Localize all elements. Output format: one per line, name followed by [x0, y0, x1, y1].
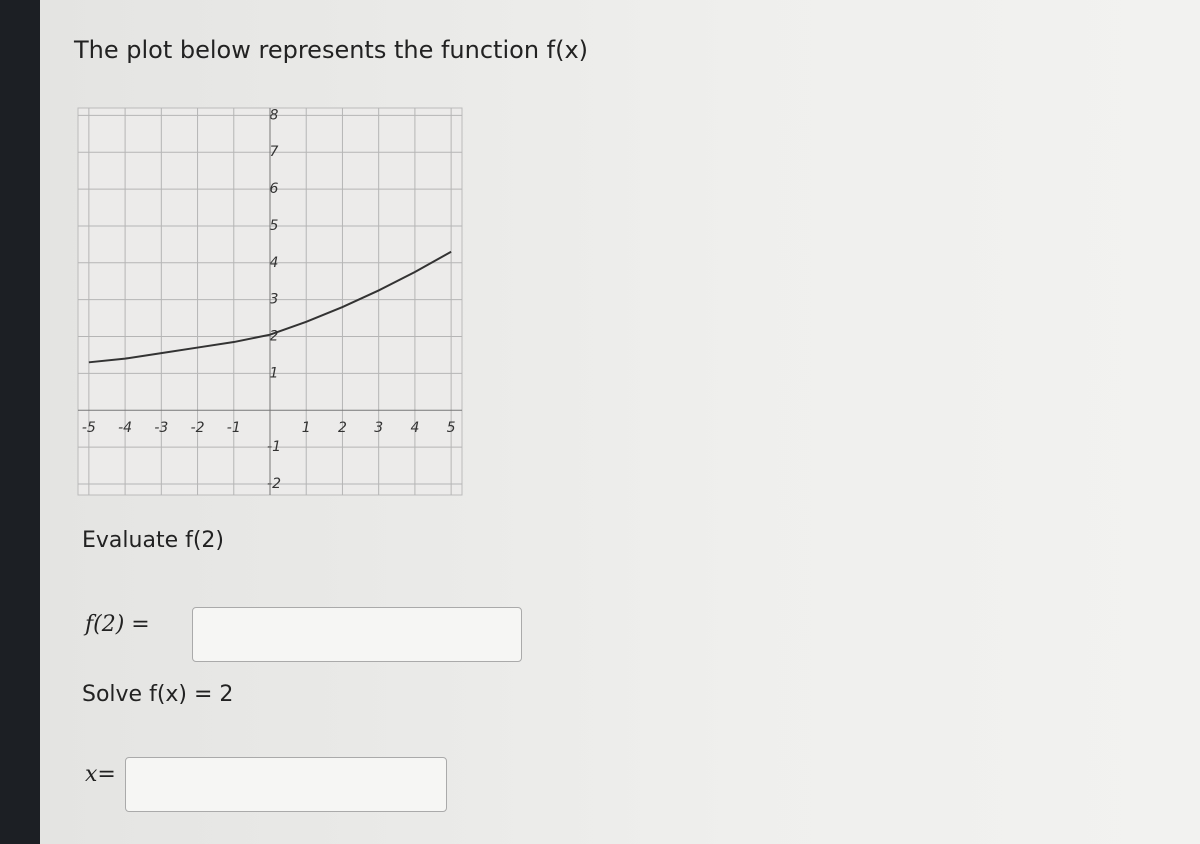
- function-curve: [88, 250, 452, 364]
- y-tick-label: -1: [267, 439, 281, 455]
- x-tick-label: 1: [302, 420, 311, 436]
- question-prompt: Solve f(x) = 2: [82, 682, 234, 707]
- y-tick-label: 5: [270, 218, 279, 234]
- y-tick-label: 6: [270, 181, 279, 197]
- title: The plot below represents the function f…: [74, 36, 589, 64]
- x-tick-label: 4: [410, 420, 419, 436]
- answer-input[interactable]: [192, 607, 522, 662]
- x-tick-label: -2: [191, 420, 205, 436]
- y-tick-label: 2: [270, 329, 279, 345]
- x-tick-label: 2: [338, 420, 347, 436]
- x-tick-label: -5: [82, 420, 96, 436]
- answer-input[interactable]: [125, 757, 447, 812]
- question-prompt: Evaluate f(2): [82, 528, 225, 553]
- x-tick-label: -4: [118, 420, 132, 436]
- x-tick-label: -1: [227, 420, 241, 436]
- input-label: f(2) =: [85, 612, 150, 637]
- y-tick-label: 8: [270, 107, 279, 123]
- input-label: x=: [85, 762, 116, 787]
- y-tick-label: 1: [270, 365, 279, 381]
- y-tick-label: 3: [270, 292, 279, 308]
- y-tick-label: -2: [267, 476, 281, 492]
- x-tick-label: 3: [374, 420, 383, 436]
- x-tick-label: -3: [154, 420, 168, 436]
- x-tick-label: 5: [447, 420, 456, 436]
- screen-bezel: [0, 0, 40, 844]
- y-tick-label: 7: [270, 144, 279, 160]
- y-tick-label: 4: [270, 255, 279, 271]
